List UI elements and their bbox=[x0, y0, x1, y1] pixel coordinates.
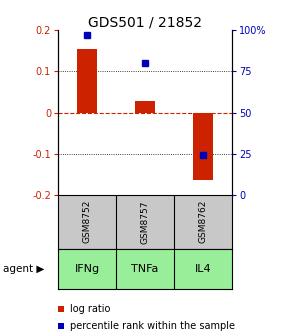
Text: log ratio: log ratio bbox=[70, 304, 110, 314]
Text: TNFa: TNFa bbox=[131, 264, 159, 274]
Text: percentile rank within the sample: percentile rank within the sample bbox=[70, 321, 235, 331]
Bar bbox=[135, 101, 155, 113]
Title: GDS501 / 21852: GDS501 / 21852 bbox=[88, 15, 202, 29]
Text: IFNg: IFNg bbox=[75, 264, 99, 274]
Bar bbox=[193, 113, 213, 180]
Text: GSM8752: GSM8752 bbox=[82, 200, 92, 244]
Text: GSM8757: GSM8757 bbox=[140, 200, 150, 244]
Text: GSM8762: GSM8762 bbox=[198, 200, 208, 244]
Bar bbox=[77, 49, 97, 113]
Text: agent ▶: agent ▶ bbox=[3, 264, 44, 274]
Text: IL4: IL4 bbox=[195, 264, 211, 274]
